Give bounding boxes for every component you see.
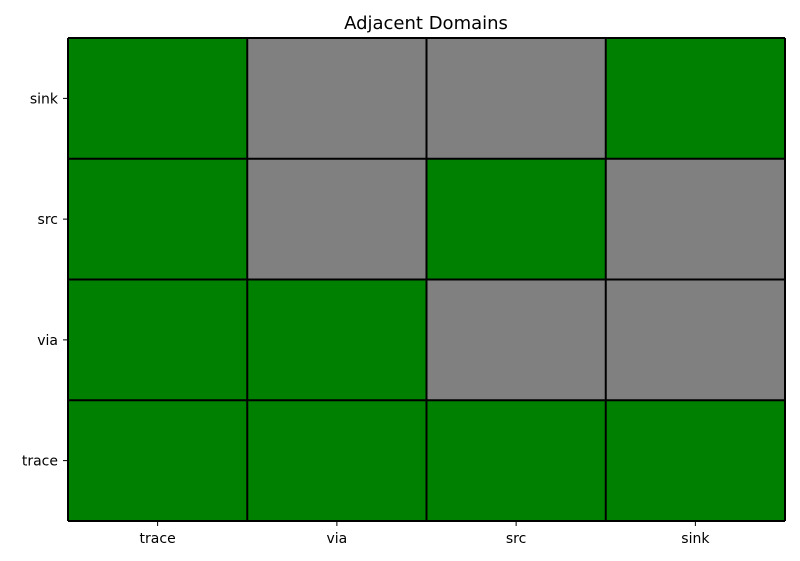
- heatmap-cell-trace-via: [247, 400, 427, 521]
- heatmap-cell-sink-src: [426, 38, 606, 159]
- x-axis-ticks: trace via src sink: [140, 521, 710, 547]
- heatmap-cell-sink-sink: [605, 38, 785, 159]
- heatmap-cell-sink-trace: [68, 38, 248, 159]
- y-tick-label: src: [38, 212, 58, 228]
- heatmap-grid: [67, 37, 786, 522]
- x-tick-label: src: [506, 531, 526, 547]
- heatmap-cell-src-via: [247, 158, 427, 280]
- heatmap-cell-trace-sink: [605, 400, 785, 521]
- heatmap-cell-src-trace: [68, 158, 248, 280]
- x-tick-label: trace: [140, 531, 176, 547]
- heatmap-cell-via-sink: [605, 279, 785, 401]
- y-axis-ticks: sink src via trace: [22, 91, 68, 470]
- y-tick-label: via: [37, 333, 58, 349]
- heatmap-cell-via-trace: [68, 279, 248, 401]
- chart-title: Adjacent Domains: [344, 13, 508, 34]
- x-tick-label: via: [326, 531, 347, 547]
- heatmap-cell-src-src: [426, 158, 606, 280]
- heatmap-cells: [68, 38, 785, 521]
- y-tick-label: sink: [30, 91, 59, 107]
- heatmap-cell-sink-via: [247, 38, 427, 159]
- y-tick-label: trace: [22, 454, 58, 470]
- heatmap-cell-trace-src: [426, 400, 606, 521]
- heatmap-cell-via-src: [426, 279, 606, 401]
- heatmap-cell-trace-trace: [68, 400, 248, 521]
- heatmap-cell-src-sink: [605, 158, 785, 280]
- heatmap-cell-via-via: [247, 279, 427, 401]
- x-tick-label: sink: [681, 531, 710, 547]
